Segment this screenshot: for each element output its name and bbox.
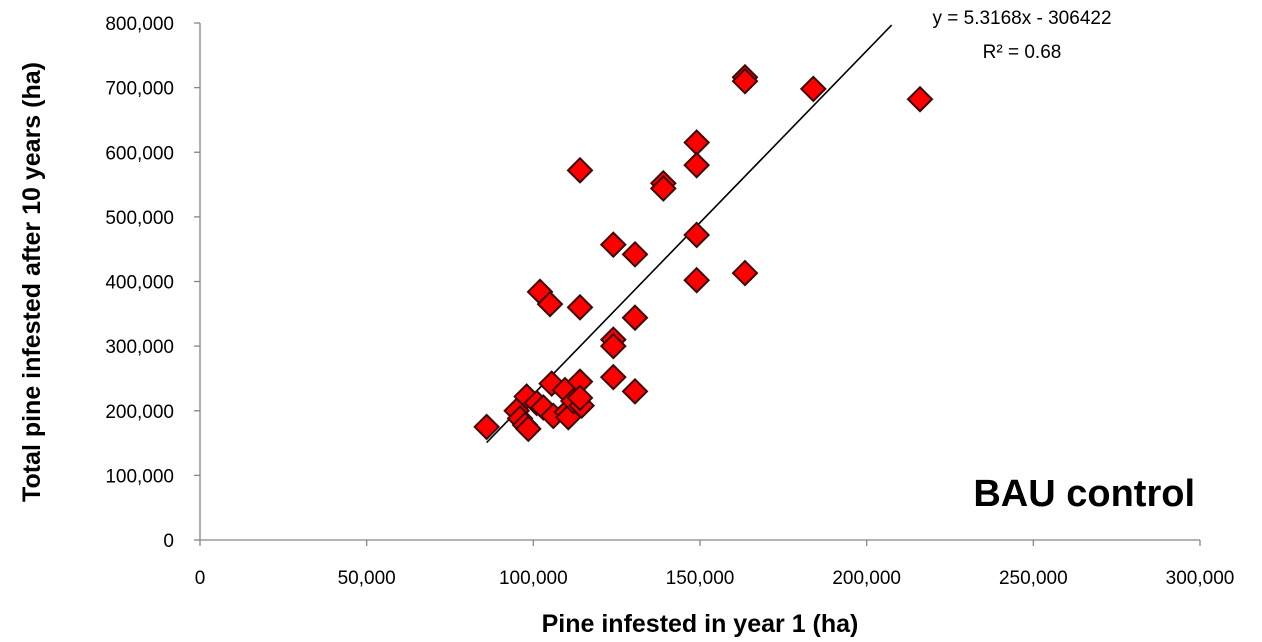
y-tick-label: 300,000 [105, 337, 174, 358]
data-point [621, 377, 649, 405]
data-point [536, 290, 564, 318]
x-tick-label: 150,000 [666, 568, 735, 589]
y-tick-label: 800,000 [105, 14, 174, 35]
y-tick-label: 0 [163, 531, 174, 552]
data-point [799, 75, 827, 103]
data-point [566, 293, 594, 321]
data-point [473, 413, 501, 441]
x-ticks: 0 50,000 100,000 150,000 200,000 250,000 300,0… [195, 540, 1235, 589]
x-tick-label: 200,000 [832, 568, 901, 589]
y-tick-label: 100,000 [105, 466, 174, 487]
y-tick-label: 500,000 [105, 208, 174, 229]
data-point [566, 384, 594, 412]
data-point [683, 266, 711, 294]
data-point [731, 259, 759, 287]
chart-annotation: BAU control [973, 473, 1195, 515]
y-axis-title: Total pine infested after 10 years (ha) [18, 62, 46, 502]
data-point [683, 129, 711, 156]
data-points [473, 63, 934, 443]
y-tick-label: 200,000 [105, 402, 174, 423]
data-point [621, 304, 649, 332]
trendline-r-squared: R² = 0.68 [983, 42, 1062, 63]
x-tick-label: 250,000 [999, 568, 1068, 589]
x-axis-title: Pine infested in year 1 (ha) [542, 610, 859, 638]
x-tick-label: 50,000 [338, 568, 396, 589]
data-point [649, 175, 677, 202]
data-point [599, 332, 627, 360]
data-point [599, 231, 627, 259]
trendline-equation: y = 5.3168x - 306422 [932, 8, 1111, 29]
data-point [683, 221, 711, 249]
data-point [621, 240, 649, 268]
x-tick-label: 0 [195, 568, 206, 589]
y-ticks: 0 100,000 200,000 300,000 400,000 500,000 600,… [105, 14, 200, 552]
x-tick-label: 300,000 [1166, 568, 1235, 589]
data-point [599, 363, 627, 391]
y-tick-label: 400,000 [105, 273, 174, 294]
data-point [906, 85, 934, 113]
data-point [514, 415, 542, 443]
data-point [683, 151, 711, 179]
y-tick-label: 600,000 [105, 143, 174, 164]
x-tick-label: 100,000 [499, 568, 568, 589]
y-tick-label: 700,000 [105, 79, 174, 100]
data-point [731, 67, 759, 95]
data-point [566, 156, 594, 184]
